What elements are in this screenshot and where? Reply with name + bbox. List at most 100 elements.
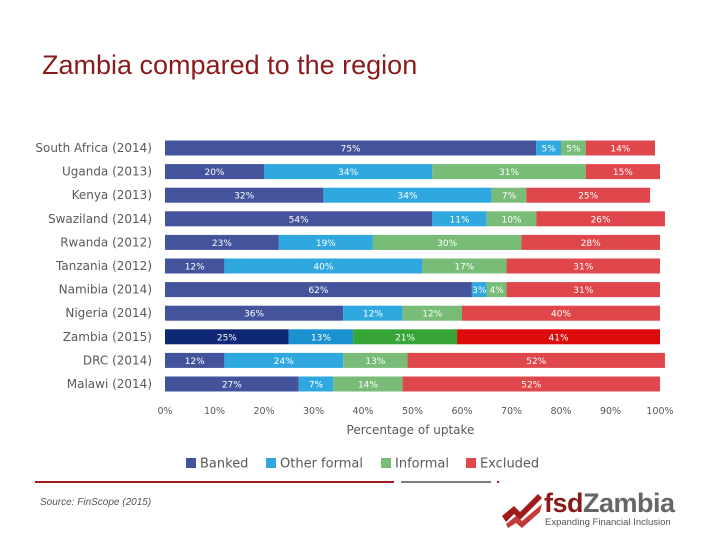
bar-excluded-tanzania-2012	[506, 258, 660, 274]
legend-swatch-other-formal	[266, 458, 276, 468]
data-label: 7%	[309, 381, 324, 391]
stacked-bar-chart: South Africa (2014) 75% 5% 5% 14% Uganda (201…	[35, 140, 674, 472]
x-tick-label: 90%	[600, 406, 621, 417]
logo-fsd: fsd	[544, 488, 584, 518]
category-label: Kenya (2013)	[72, 188, 152, 202]
legend-swatch-excluded	[466, 458, 476, 468]
data-label: 31%	[573, 263, 593, 273]
x-axis-title: Percentage of uptake	[347, 423, 475, 437]
logo-swoosh-icon	[502, 494, 542, 528]
bar-informal-nigeria-2014	[402, 305, 462, 321]
footer-rule-gray	[401, 481, 491, 483]
data-label: 15%	[613, 168, 633, 178]
data-label: 25%	[217, 333, 237, 343]
data-label: 4%	[490, 286, 505, 296]
legend-label: Excluded	[480, 457, 539, 472]
bar-other-formal-kenya-2013	[323, 187, 492, 203]
bar-banked-malawi-2014	[165, 376, 299, 392]
bar-excluded-drc-2014	[407, 352, 665, 368]
data-label: 13%	[311, 333, 331, 343]
bar-excluded-uganda-2013	[585, 164, 660, 180]
data-label: 21%	[395, 333, 415, 343]
bar-informal-malawi-2014	[333, 376, 403, 392]
category-label: Swaziland (2014)	[48, 212, 152, 226]
data-label: 36%	[244, 310, 264, 320]
bar-other-formal-drc-2014	[224, 352, 344, 368]
source-note: Source: FinScope (2015)	[40, 497, 152, 508]
data-label: 31%	[573, 286, 593, 296]
data-label: 54%	[289, 215, 309, 225]
data-label: 12%	[363, 310, 383, 320]
data-label: 14%	[358, 381, 378, 391]
bar-banked-south-africa-2014	[165, 140, 537, 156]
data-label: 19%	[316, 239, 336, 249]
x-tick-label: 40%	[352, 406, 373, 417]
bar-other-formal-zambia-2015	[288, 329, 354, 345]
legend-label: Other formal	[280, 457, 363, 472]
data-label: 28%	[581, 239, 601, 249]
category-label: DRC (2014)	[83, 353, 152, 367]
data-label: 5%	[566, 145, 581, 155]
data-label: 41%	[549, 333, 569, 343]
category-label: Zambia (2015)	[63, 330, 152, 344]
data-label: 7%	[502, 192, 517, 202]
bar-informal-rwanda-2012	[372, 234, 522, 250]
data-label: 40%	[313, 263, 333, 273]
data-label: 40%	[551, 310, 571, 320]
bar-banked-nigeria-2014	[165, 305, 344, 321]
data-label: 52%	[526, 357, 546, 367]
bar-informal-swaziland-2014	[486, 211, 537, 227]
legend-label: Banked	[200, 457, 248, 472]
data-label: 11%	[450, 215, 470, 225]
x-tick-label: 10%	[204, 406, 225, 417]
bar-banked-rwanda-2012	[165, 234, 279, 250]
logo-zambia: Zambia	[583, 488, 675, 518]
data-label: 12%	[185, 263, 205, 273]
legend-swatch-banked	[186, 458, 196, 468]
bar-banked-drc-2014	[165, 352, 225, 368]
bar-banked-kenya-2013	[165, 187, 324, 203]
category-label: Malawi (2014)	[67, 377, 152, 391]
data-label: 27%	[222, 381, 242, 391]
bar-banked-tanzania-2012	[165, 258, 225, 274]
bar-excluded-zambia-2015	[457, 329, 660, 345]
bar-other-formal-tanzania-2012	[224, 258, 423, 274]
data-label: 26%	[591, 215, 611, 225]
bar-excluded-swaziland-2014	[536, 211, 665, 227]
bar-other-formal-namibia-2014	[471, 282, 487, 298]
category-label: South Africa (2014)	[35, 141, 152, 155]
data-label: 31%	[499, 168, 519, 178]
data-label: 17%	[454, 263, 474, 273]
data-label: 14%	[610, 145, 630, 155]
logo-wordmark: fsdZambia	[544, 488, 675, 519]
category-label: Rwanda (2012)	[60, 235, 152, 249]
bar-banked-uganda-2013	[165, 164, 264, 180]
data-label: 25%	[578, 192, 598, 202]
bar-informal-drc-2014	[343, 352, 408, 368]
bar-excluded-namibia-2014	[506, 282, 660, 298]
bar-informal-south-africa-2014	[561, 140, 586, 156]
data-label: 13%	[365, 357, 385, 367]
bar-other-formal-swaziland-2014	[432, 211, 487, 227]
bar-informal-tanzania-2012	[422, 258, 507, 274]
data-label: 62%	[308, 286, 328, 296]
bar-excluded-rwanda-2012	[521, 234, 660, 250]
x-tick-label: 0%	[157, 406, 172, 417]
x-tick-label: 30%	[303, 406, 324, 417]
bar-banked-swaziland-2014	[165, 211, 433, 227]
data-label: 20%	[204, 168, 224, 178]
category-label: Tanzania (2012)	[55, 259, 152, 273]
bar-banked-zambia-2015	[165, 329, 289, 345]
bar-other-formal-rwanda-2012	[278, 234, 373, 250]
bar-other-formal-south-africa-2014	[536, 140, 561, 156]
bar-informal-uganda-2013	[432, 164, 586, 180]
legend-swatch-informal	[381, 458, 391, 468]
data-label: 10%	[501, 215, 521, 225]
bar-other-formal-nigeria-2014	[343, 305, 403, 321]
data-label: 12%	[422, 310, 442, 320]
footer-rule-red-short	[497, 481, 499, 483]
fsd-zambia-logo: fsdZambia Expanding Financial Inclusion	[500, 488, 700, 535]
data-label: 5%	[541, 145, 556, 155]
data-label: 52%	[521, 381, 541, 391]
data-label: 32%	[234, 192, 254, 202]
